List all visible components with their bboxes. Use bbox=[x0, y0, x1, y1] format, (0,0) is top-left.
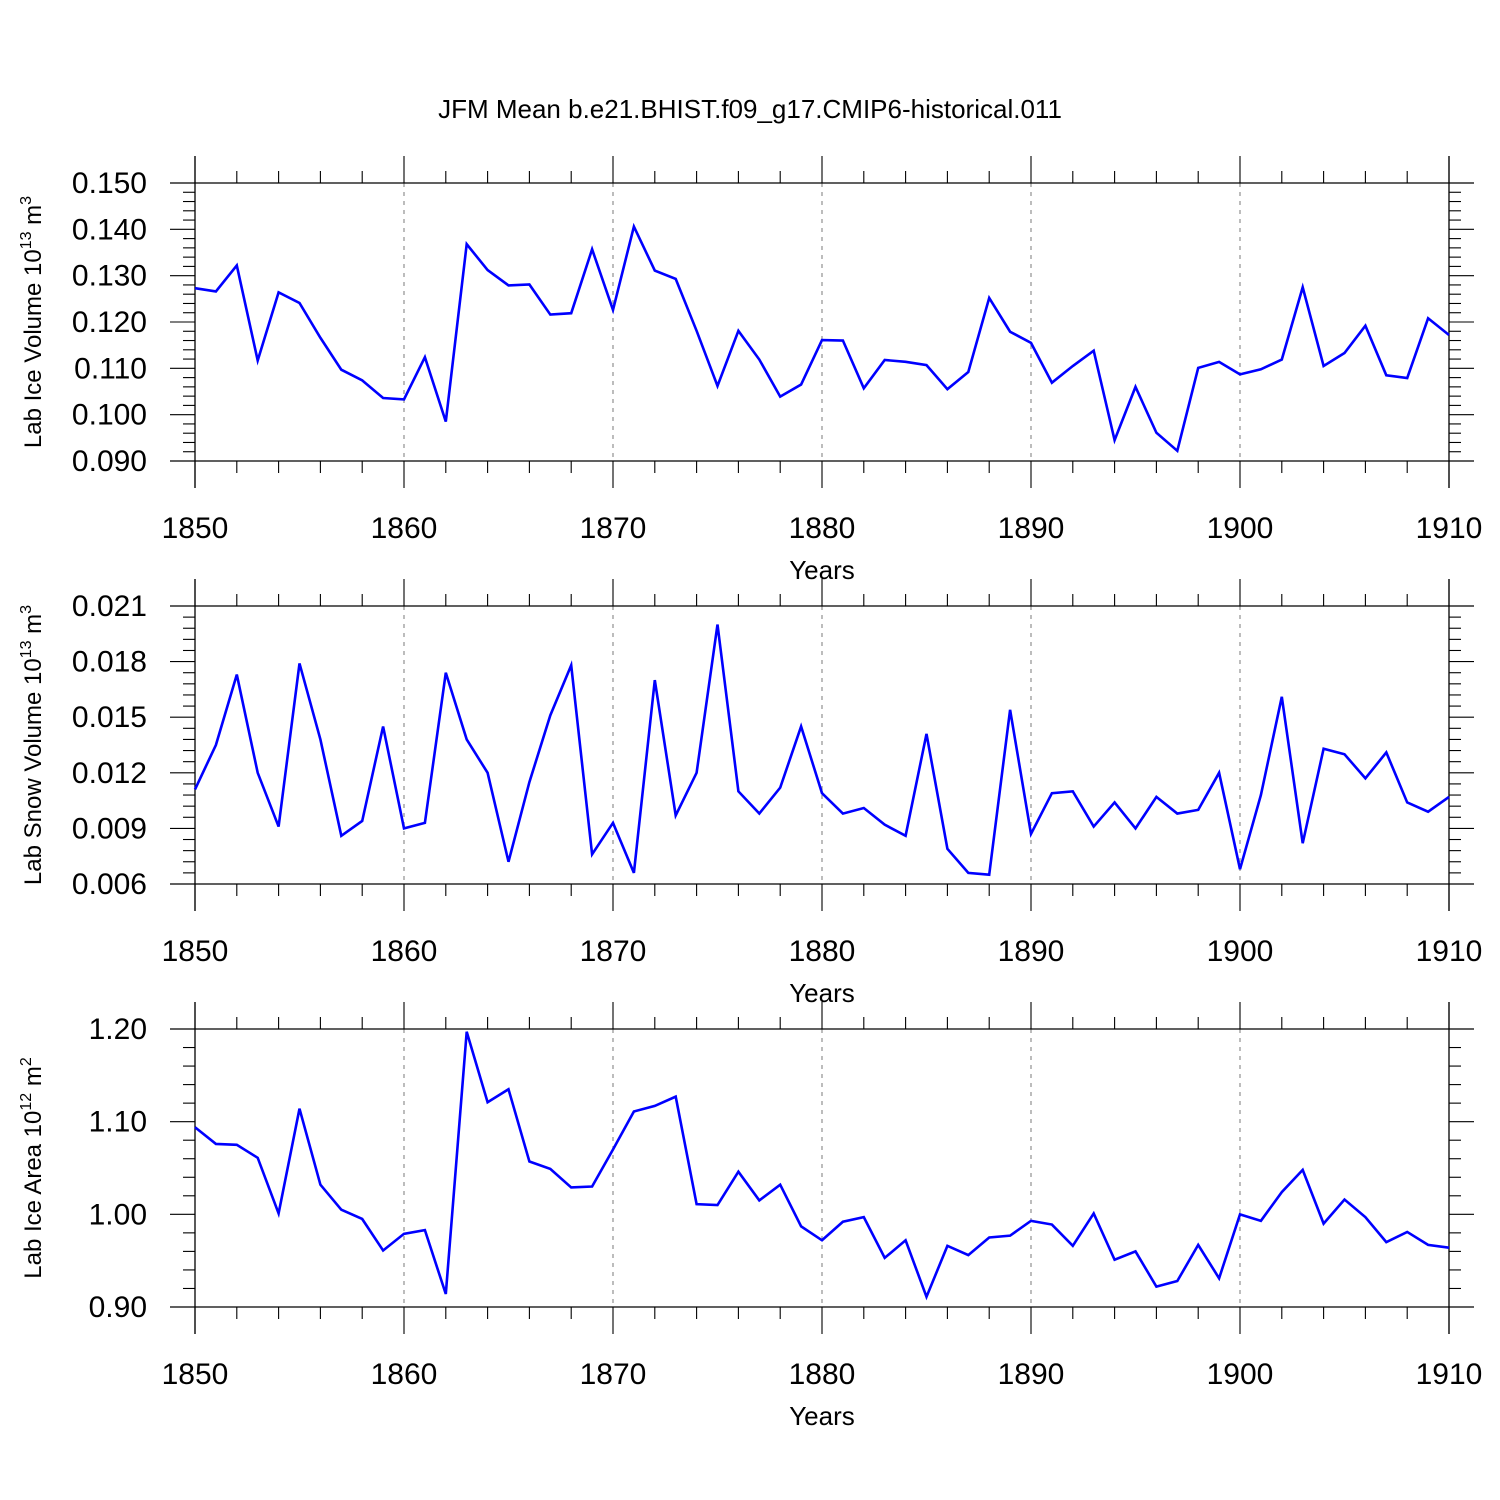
y-tick-label: 0.015 bbox=[72, 701, 147, 734]
x-tick-label: 1910 bbox=[1416, 512, 1483, 545]
x-tick-label: 1880 bbox=[789, 1358, 856, 1391]
y-axis-label-text: Lab Ice Volume 10 bbox=[20, 249, 47, 448]
y-tick-label: 0.100 bbox=[72, 399, 147, 432]
x-tick-label: 1880 bbox=[789, 512, 856, 545]
y-tick-label: 1.20 bbox=[89, 1013, 147, 1046]
x-tick-label: 1910 bbox=[1416, 935, 1483, 968]
y-axis-label-superscript: 12 bbox=[18, 1093, 35, 1111]
x-tick-label: 1890 bbox=[998, 935, 1065, 968]
x-tick-label: 1850 bbox=[162, 935, 229, 968]
y-tick-label: 0.150 bbox=[72, 167, 147, 200]
y-tick-label: 0.110 bbox=[74, 352, 147, 385]
x-tick-label: 1910 bbox=[1416, 1358, 1483, 1391]
x-tick-label: 1850 bbox=[162, 1358, 229, 1391]
x-axis-label: Years bbox=[789, 1401, 855, 1431]
y-tick-label: 0.009 bbox=[72, 812, 147, 845]
y-axis-label-superscript: 3 bbox=[18, 196, 35, 205]
x-tick-label: 1900 bbox=[1207, 1358, 1274, 1391]
y-tick-label: 0.021 bbox=[72, 590, 147, 623]
series-line bbox=[194, 1031, 1450, 1301]
x-tick-label: 1900 bbox=[1207, 512, 1274, 545]
chart-panel-2: 1850 1860 1870 1880 1890 1900 1910 0.006 0.009 0.… bbox=[18, 579, 1482, 1008]
y-tick-label: 1.00 bbox=[89, 1198, 147, 1231]
y-tick-label: 0.012 bbox=[72, 757, 147, 790]
chart-panel-1: 1850 1860 1870 1880 1890 1900 1910 0.090 0.100 0.… bbox=[18, 156, 1482, 585]
y-tick-label: 0.90 bbox=[89, 1291, 147, 1324]
panels: 1850 1860 1870 1880 1890 1900 1910 0.090 0.100 0.… bbox=[18, 156, 1482, 1431]
y-axis-label-text: Lab Ice Area 10 bbox=[20, 1111, 47, 1279]
y-tick-label: 0.018 bbox=[72, 646, 147, 679]
y-axis-label-text: m bbox=[20, 205, 47, 232]
x-tick-label: 1880 bbox=[789, 935, 856, 968]
y-axis-label-superscript: 2 bbox=[18, 1057, 35, 1066]
x-tick-label: 1890 bbox=[998, 1358, 1065, 1391]
y-axis-label: Lab Ice Area 1012 m2 bbox=[18, 1057, 47, 1279]
y-axis-label-superscript: 3 bbox=[18, 605, 35, 614]
y-axis-label-text: Lab Snow Volume 10 bbox=[20, 658, 47, 885]
y-axis-label: Lab Snow Volume 1013 m3 bbox=[18, 605, 47, 885]
x-tick-label: 1850 bbox=[162, 512, 229, 545]
y-tick-label: 0.140 bbox=[72, 213, 147, 246]
x-tick-label: 1890 bbox=[998, 512, 1065, 545]
series-line bbox=[194, 222, 1450, 454]
x-tick-label: 1870 bbox=[580, 935, 647, 968]
x-tick-label: 1870 bbox=[580, 512, 647, 545]
y-tick-label: 0.130 bbox=[72, 260, 147, 293]
series-line bbox=[193, 624, 1450, 877]
y-axis-label-text: m bbox=[20, 614, 47, 641]
y-tick-label: 0.090 bbox=[72, 445, 147, 478]
y-axis-label-superscript: 13 bbox=[18, 640, 35, 658]
x-tick-label: 1870 bbox=[580, 1358, 647, 1391]
x-tick-label: 1900 bbox=[1207, 935, 1274, 968]
x-tick-label: 1860 bbox=[371, 935, 438, 968]
y-tick-label: 1.10 bbox=[89, 1106, 147, 1139]
x-tick-label: 1860 bbox=[371, 512, 438, 545]
y-tick-label: 0.006 bbox=[72, 868, 147, 901]
figure-title: JFM Mean b.e21.BHIST.f09_g17.CMIP6-histo… bbox=[438, 94, 1062, 124]
y-axis-label-superscript: 13 bbox=[18, 231, 35, 249]
chart-panel-3: 1850 1860 1870 1880 1890 1900 1910 0.90 1.00 1.10… bbox=[18, 1002, 1482, 1431]
x-tick-label: 1860 bbox=[371, 1358, 438, 1391]
y-axis-label: Lab Ice Volume 1013 m3 bbox=[18, 196, 47, 448]
y-axis-label-text: m bbox=[20, 1066, 47, 1093]
y-tick-label: 0.120 bbox=[72, 306, 147, 339]
